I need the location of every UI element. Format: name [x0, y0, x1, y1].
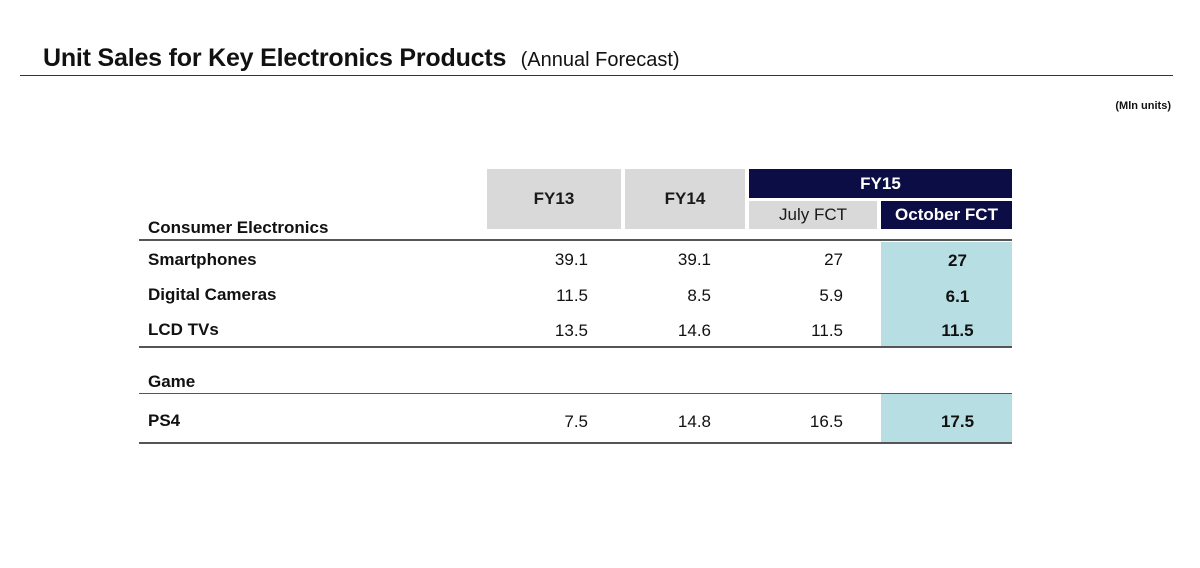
section-rule-consumer-electronics	[139, 239, 1012, 241]
october-highlight-block-game	[881, 394, 1012, 443]
title-subtitle: (Annual Forecast)	[520, 49, 680, 71]
page-title: Unit Sales for Key Electronics Products …	[43, 44, 680, 73]
header-fy15: FY15	[749, 169, 1012, 198]
cell-ps4-july: 16.5	[809, 412, 843, 431]
cell-smartphones-july: 27	[824, 250, 843, 269]
title-main: Unit Sales for Key Electronics Products	[43, 44, 507, 72]
section-heading-consumer-electronics: Consumer Electronics	[148, 218, 329, 237]
cell-ps4-fy13: 7.5	[564, 412, 588, 431]
row-label-lcd-tvs: LCD TVs	[148, 320, 219, 339]
cell-smartphones-fy14: 39.1	[677, 250, 711, 269]
row-label-ps4: PS4	[148, 411, 181, 430]
cell-smartphones-october: 27	[948, 251, 967, 270]
cell-lcd-tvs-july: 11.5	[811, 321, 843, 340]
row-label-digital-cameras: Digital Cameras	[148, 285, 277, 304]
cell-smartphones-fy13: 39.1	[554, 250, 588, 269]
header-october-fct: October FCT	[881, 201, 1012, 229]
cell-lcd-tvs-october: 11.5	[941, 321, 974, 340]
cell-digital-cameras-fy14: 8.5	[687, 286, 711, 305]
cell-digital-cameras-july: 5.9	[819, 286, 843, 305]
section-end-rule-game	[139, 442, 1012, 444]
header-july-fct: July FCT	[749, 201, 877, 229]
cell-digital-cameras-october: 6.1	[945, 287, 970, 306]
cell-digital-cameras-fy13: 11.5	[556, 286, 588, 305]
header-fy13: FY13	[487, 169, 621, 229]
cell-lcd-tvs-fy14: 14.6	[677, 321, 711, 340]
cell-lcd-tvs-fy13: 13.5	[554, 321, 588, 340]
section-rule-game	[139, 393, 1012, 394]
section-end-rule-consumer-electronics	[139, 346, 1012, 348]
row-label-smartphones: Smartphones	[148, 250, 257, 269]
cell-ps4-fy14: 14.8	[677, 412, 711, 431]
title-divider	[20, 75, 1173, 76]
section-heading-game: Game	[148, 372, 196, 391]
units-label: (Mln units)	[1115, 100, 1171, 112]
cell-ps4-october: 17.5	[940, 412, 975, 431]
october-highlight-block-consumer	[881, 242, 1012, 347]
header-fy14: FY14	[625, 169, 745, 229]
